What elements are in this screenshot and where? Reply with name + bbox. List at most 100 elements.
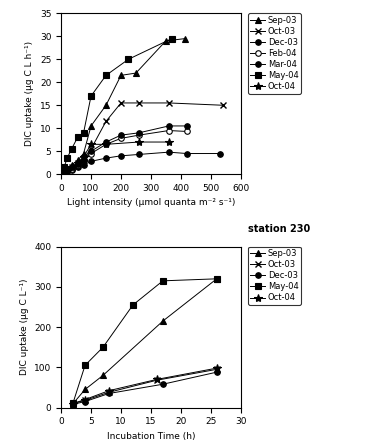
Feb-04 (69, 166, 74, 171)
Dec-03 (107, 391, 111, 396)
May-04 (59, 171, 63, 177)
Oct-04 (59, 171, 63, 177)
Feb-04 (81, 158, 86, 163)
Line: May-04: May-04 (58, 36, 175, 177)
Dec-03 (81, 163, 86, 168)
Oct-03 (155, 377, 159, 383)
Text: station 230: station 230 (248, 224, 310, 234)
Mar-04 (62, 170, 66, 175)
Oct-03 (62, 169, 66, 175)
Sep-03 (89, 123, 93, 128)
Sep-03 (59, 171, 63, 177)
Oct-03 (107, 389, 111, 395)
Feb-04 (119, 136, 123, 141)
Oct-04 (75, 160, 80, 165)
Mar-04 (119, 132, 123, 138)
Sep-03 (81, 151, 86, 156)
Oct-03 (81, 155, 86, 161)
Mar-04 (65, 167, 70, 173)
Dec-03 (167, 149, 171, 155)
May-04 (71, 400, 75, 405)
Feb-04 (137, 132, 141, 138)
Oct-03 (69, 165, 74, 170)
Dec-03 (65, 169, 70, 174)
Line: Dec-03: Dec-03 (58, 149, 222, 177)
Dec-03 (137, 152, 141, 157)
Line: Feb-04: Feb-04 (58, 128, 189, 177)
Dec-03 (69, 167, 74, 172)
Feb-04 (75, 163, 80, 168)
Sep-03 (214, 276, 219, 281)
Sep-03 (71, 401, 75, 406)
May-04 (131, 302, 135, 307)
Oct-04 (107, 388, 111, 393)
Oct-03 (137, 100, 141, 105)
Feb-04 (59, 171, 63, 177)
Oct-04 (167, 140, 171, 145)
Dec-03 (119, 153, 123, 159)
May-04 (104, 73, 108, 78)
Dec-03 (75, 165, 80, 170)
Line: Mar-04: Mar-04 (58, 123, 189, 177)
Sep-03 (134, 70, 138, 76)
May-04 (62, 165, 66, 170)
Dec-03 (104, 155, 108, 161)
Dec-03 (59, 171, 63, 177)
Oct-04 (83, 397, 87, 402)
Sep-03 (163, 38, 168, 43)
May-04 (69, 146, 74, 152)
May-04 (65, 155, 70, 161)
May-04 (126, 57, 131, 62)
X-axis label: Incubation Time (h): Incubation Time (h) (107, 432, 195, 441)
Line: May-04: May-04 (70, 276, 220, 405)
Oct-04 (137, 140, 141, 145)
Oct-04 (65, 168, 70, 173)
Dec-03 (185, 151, 189, 156)
Oct-03 (59, 171, 63, 177)
May-04 (101, 345, 105, 350)
May-04 (214, 276, 219, 281)
Line: Sep-03: Sep-03 (70, 276, 220, 406)
Sep-03 (183, 36, 188, 41)
May-04 (89, 93, 93, 99)
Oct-03 (220, 103, 225, 108)
Sep-03 (119, 73, 123, 78)
Feb-04 (104, 142, 108, 147)
May-04 (170, 36, 174, 41)
Mar-04 (81, 157, 86, 162)
Sep-03 (104, 103, 108, 108)
Legend: Sep-03, Oct-03, Dec-03, May-04, Oct-04: Sep-03, Oct-03, Dec-03, May-04, Oct-04 (248, 247, 301, 305)
Sep-03 (83, 387, 87, 392)
Sep-03 (62, 169, 66, 175)
Dec-03 (62, 170, 66, 175)
Dec-03 (214, 369, 219, 375)
Oct-04 (155, 377, 159, 382)
Dec-03 (160, 381, 165, 387)
Oct-04 (81, 154, 86, 159)
Dec-03 (83, 399, 87, 404)
Mar-04 (104, 140, 108, 145)
Sep-03 (101, 373, 105, 378)
Feb-04 (65, 168, 70, 174)
Oct-03 (83, 398, 87, 403)
Line: Oct-04: Oct-04 (57, 138, 173, 179)
Oct-03 (119, 100, 123, 105)
Dec-03 (217, 151, 222, 156)
Dec-03 (89, 159, 93, 164)
Y-axis label: DIC uptake (μg C L h⁻¹): DIC uptake (μg C L h⁻¹) (25, 41, 34, 146)
X-axis label: Light intensity (μmol quanta m⁻² s⁻¹): Light intensity (μmol quanta m⁻² s⁻¹) (67, 198, 235, 207)
Oct-04 (214, 365, 219, 371)
Oct-04 (71, 401, 75, 406)
Y-axis label: DIC uptake (μg C L⁻¹): DIC uptake (μg C L⁻¹) (19, 279, 29, 375)
Oct-04 (62, 170, 66, 175)
Mar-04 (185, 123, 189, 128)
Feb-04 (62, 170, 66, 175)
Line: Sep-03: Sep-03 (58, 36, 188, 177)
Feb-04 (167, 128, 171, 133)
Mar-04 (59, 171, 63, 177)
Oct-03 (167, 100, 171, 105)
Oct-03 (65, 167, 70, 172)
May-04 (75, 135, 80, 140)
Sep-03 (65, 166, 70, 171)
May-04 (160, 278, 165, 284)
